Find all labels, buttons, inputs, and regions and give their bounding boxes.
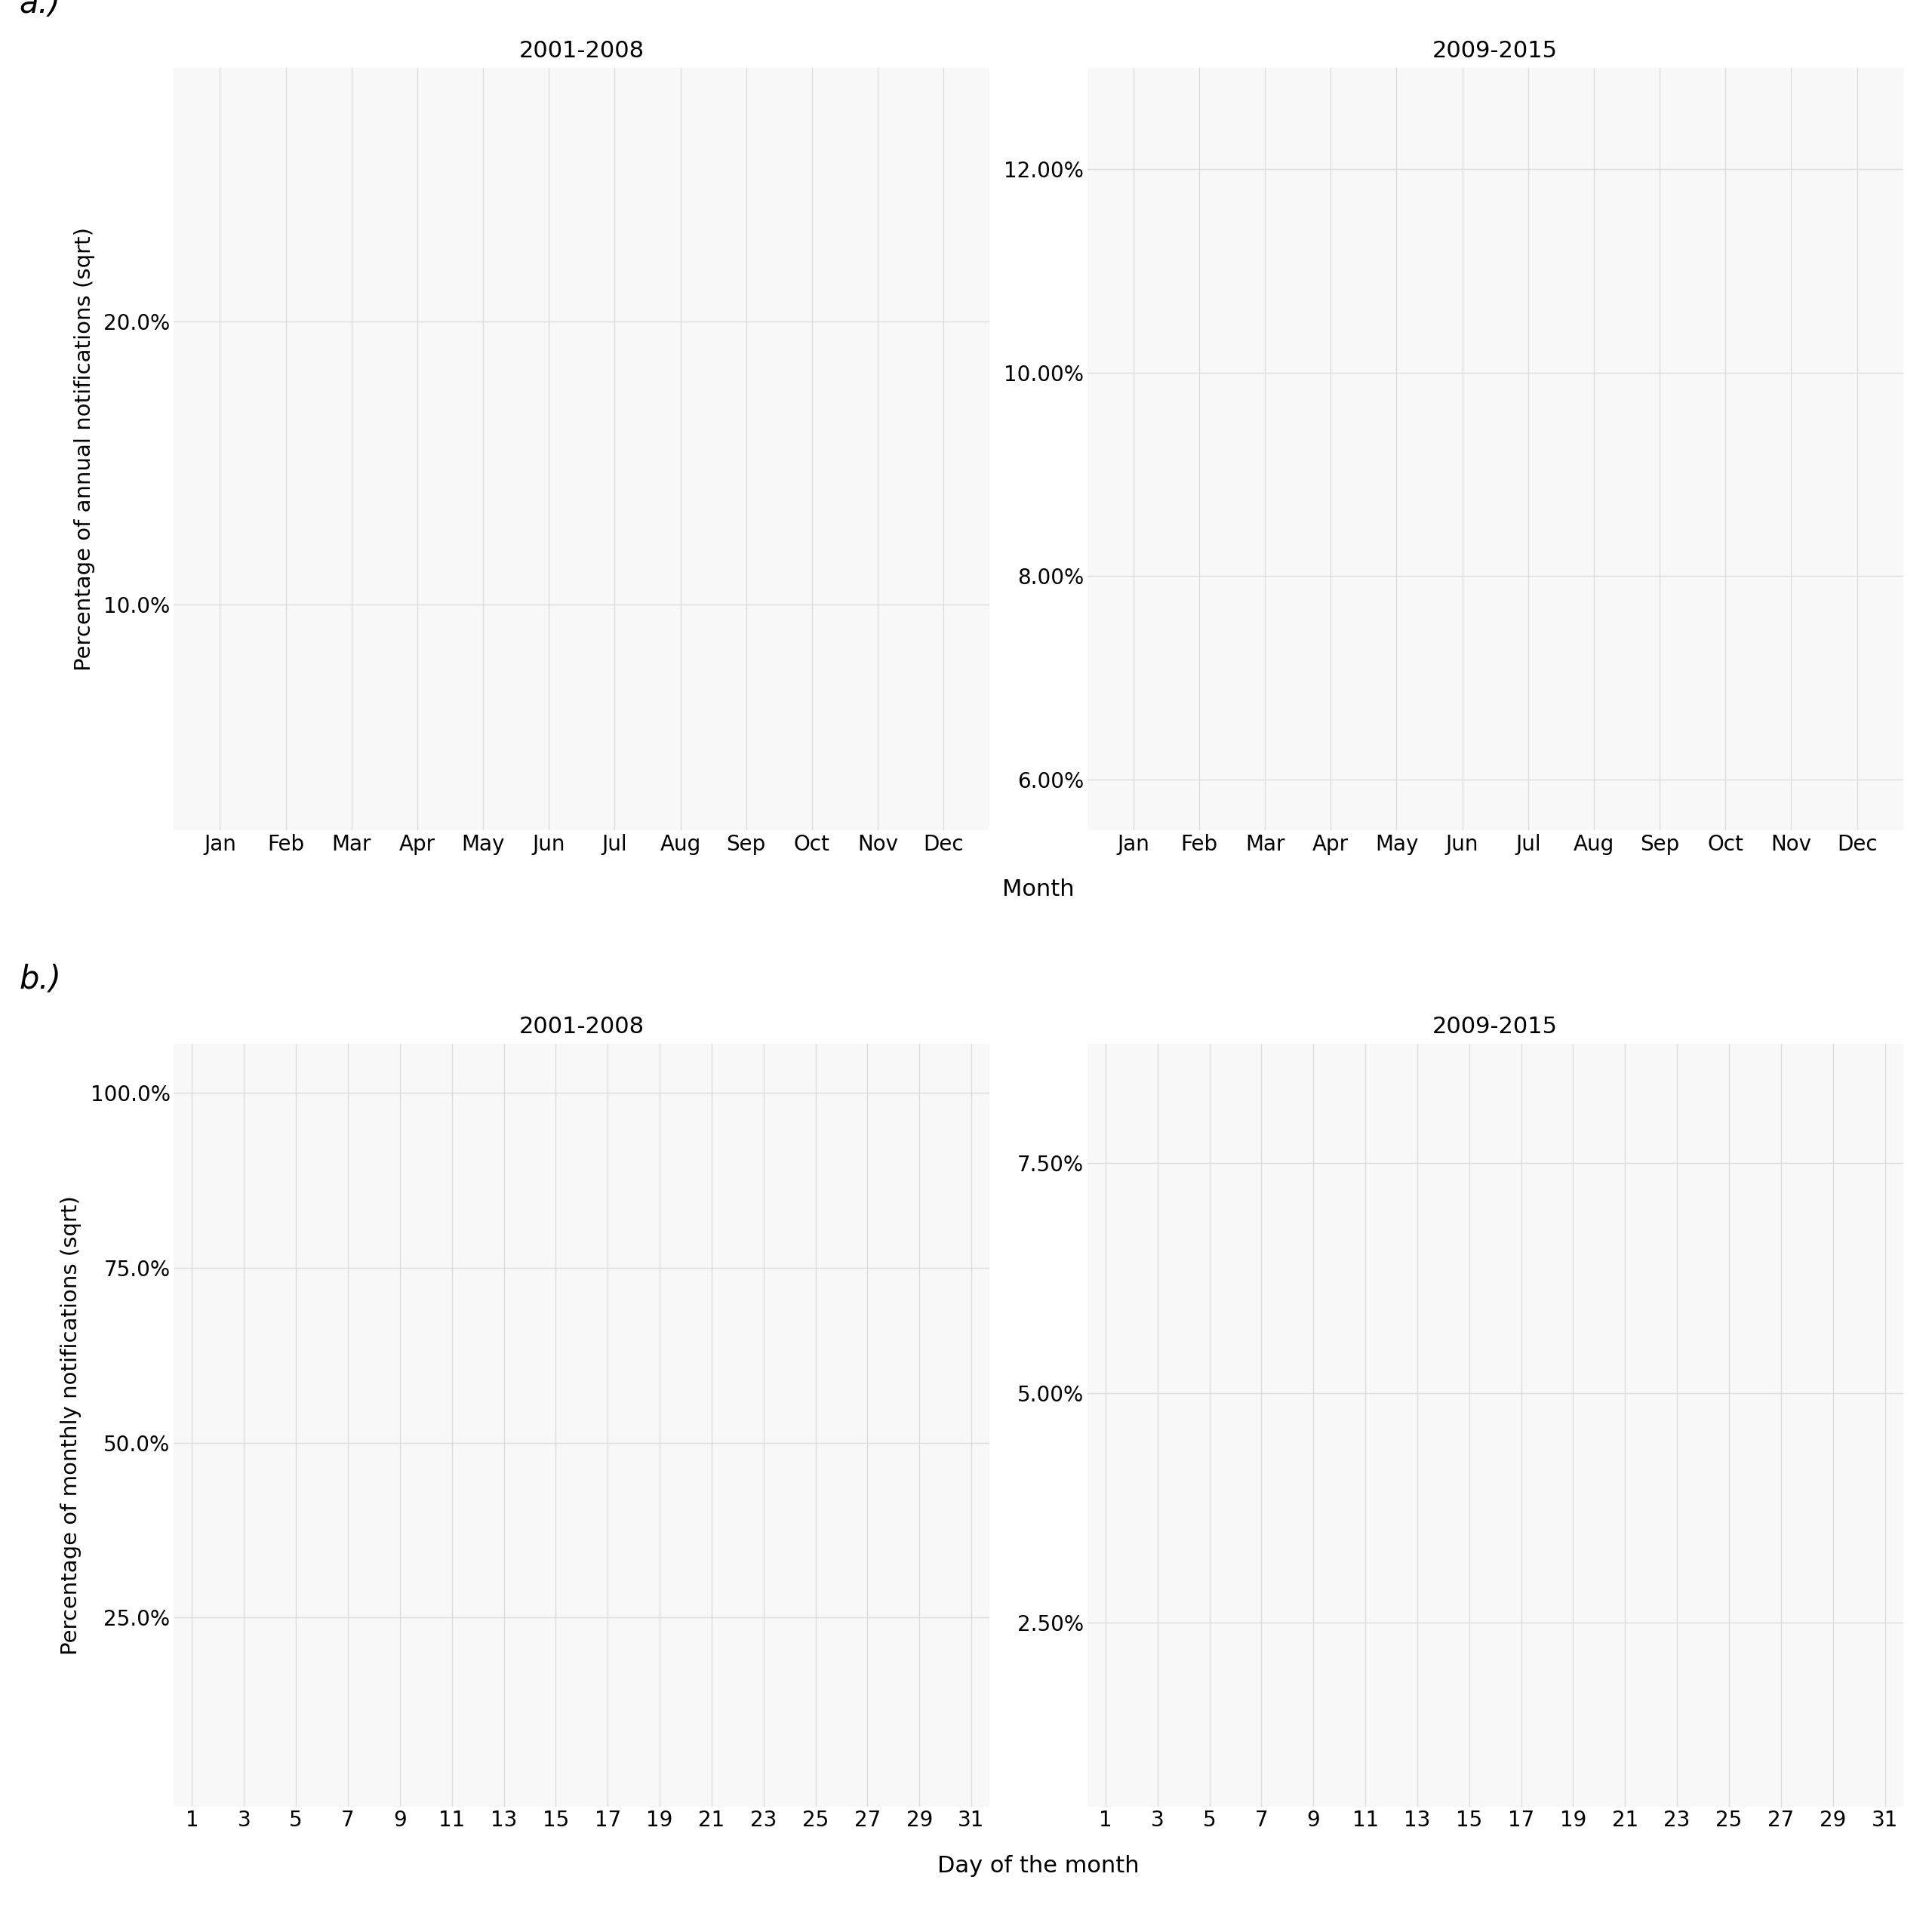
- Text: a.): a.): [19, 0, 60, 19]
- Y-axis label: Percentage of monthly notifications (sqrt): Percentage of monthly notifications (sqr…: [60, 1196, 81, 1656]
- Title: 2009-2015: 2009-2015: [1432, 41, 1557, 62]
- Title: 2009-2015: 2009-2015: [1432, 1016, 1557, 1037]
- Text: b.): b.): [19, 964, 62, 995]
- Y-axis label: Percentage of annual notifications (sqrt): Percentage of annual notifications (sqrt…: [73, 228, 95, 670]
- Title: 2001-2008: 2001-2008: [520, 41, 645, 62]
- Title: 2001-2008: 2001-2008: [520, 1016, 645, 1037]
- Text: Day of the month: Day of the month: [937, 1855, 1140, 1876]
- Text: Month: Month: [1003, 879, 1074, 900]
